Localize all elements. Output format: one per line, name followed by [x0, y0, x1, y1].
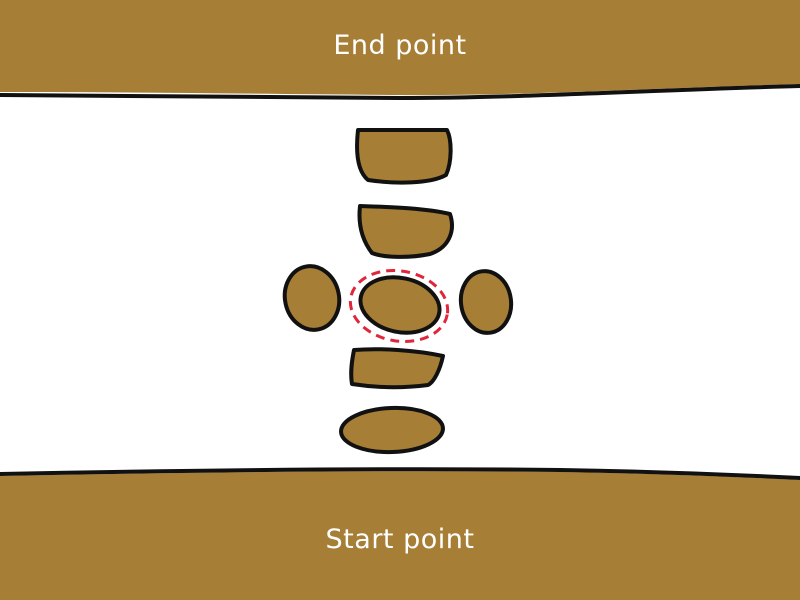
end-point-area: End point — [0, 0, 800, 92]
start-point-area: Start point — [0, 478, 800, 600]
stone-4[interactable] — [349, 347, 445, 390]
stone-1[interactable] — [355, 128, 453, 185]
stone-5[interactable] — [339, 405, 445, 455]
selection-ring — [348, 268, 450, 344]
end-bank-edge — [0, 84, 800, 101]
start-point-label: Start point — [325, 523, 475, 555]
start-bank[interactable] — [0, 471, 800, 600]
start-bank-edge — [0, 467, 800, 480]
stone-right[interactable] — [457, 268, 515, 336]
stone-left[interactable] — [279, 261, 345, 335]
end-point-label: End point — [333, 29, 467, 61]
end-bank[interactable] — [0, 0, 800, 96]
stone-2[interactable] — [357, 204, 454, 259]
stone-center[interactable] — [355, 270, 444, 339]
